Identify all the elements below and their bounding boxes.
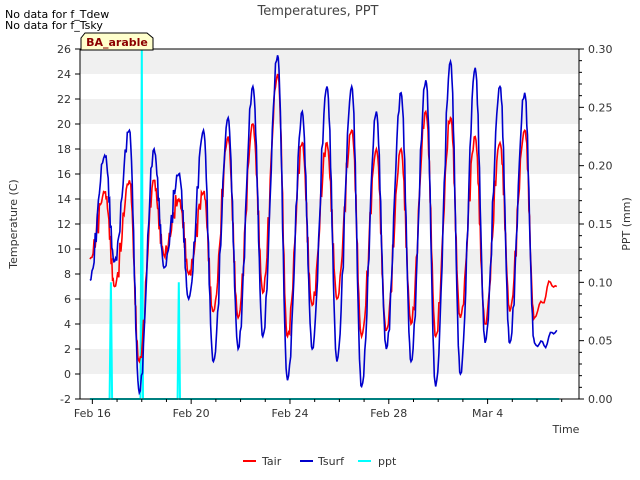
x-tick-label: Feb 16 [74, 407, 111, 420]
y2-tick-label: 0.15 [588, 218, 613, 231]
grid-band [80, 299, 579, 324]
x-tick-label: Feb 28 [370, 407, 407, 420]
y2-axis-title: PPT (mm) [620, 197, 633, 251]
y2-tick-label: 0.00 [588, 393, 613, 406]
grid-band [80, 274, 579, 299]
y-tick-label: 0 [64, 368, 71, 381]
legend-label-ppt: ppt [378, 455, 397, 468]
grid-band [80, 224, 579, 249]
chart-title: Temperatures, PPT [256, 4, 378, 19]
x-axis: Feb 16 Feb 20 Feb 24 Feb 28 Mar 4 [74, 399, 563, 420]
site-label: BA_arable [86, 36, 148, 49]
y-tick-label: 10 [57, 243, 71, 256]
grid-band [80, 249, 579, 274]
x-tick-label: Mar 4 [472, 407, 503, 420]
grid-band [80, 349, 579, 374]
x-tick-label: Feb 24 [271, 407, 308, 420]
y-tick-label: 18 [57, 143, 71, 156]
y-axis-title: Temperature (C) [7, 179, 20, 269]
grid-band [80, 199, 579, 224]
y-tick-label: 24 [57, 68, 71, 81]
grid-band [80, 374, 579, 399]
grid-bands [80, 49, 579, 399]
grid-band [80, 74, 579, 99]
y2-tick-label: 0.30 [588, 43, 613, 56]
grid-band [80, 324, 579, 349]
x-tick-label: Feb 20 [173, 407, 210, 420]
y-tick-label: 12 [57, 218, 71, 231]
y-tick-label: 14 [57, 193, 71, 206]
y2-tick-label: 0.25 [588, 101, 613, 114]
legend-label-tsurf: Tsurf [317, 455, 345, 468]
y-tick-label: 2 [64, 343, 71, 356]
y-axis-right: 0.00 0.05 0.10 0.15 0.20 0.25 0.30 [579, 43, 613, 406]
y-tick-label: 6 [64, 293, 71, 306]
y2-tick-label: 0.20 [588, 160, 613, 173]
y-tick-label: 8 [64, 268, 71, 281]
series-line-tsurf [89, 55, 558, 396]
site-label-frame [80, 32, 154, 51]
note-no-tdew: No data for f_Tdew [5, 8, 109, 21]
y-tick-label: 22 [57, 93, 71, 106]
site-label-box: BA_arable [80, 32, 154, 51]
legend: Tair Tsurf ppt [243, 455, 397, 468]
legend-label-tair: Tair [261, 455, 282, 468]
grid-band [80, 49, 579, 74]
y-tick-label: 16 [57, 168, 71, 181]
y-tick-label: -2 [60, 393, 71, 406]
y2-tick-label: 0.05 [588, 335, 613, 348]
y-tick-label: 20 [57, 118, 71, 131]
y2-tick-label: 0.10 [588, 276, 613, 289]
note-no-tsky: No data for f_Tsky [5, 19, 103, 32]
y-tick-label: 4 [64, 318, 71, 331]
y-tick-label: 26 [57, 43, 71, 56]
x-axis-title: Time [552, 423, 580, 436]
